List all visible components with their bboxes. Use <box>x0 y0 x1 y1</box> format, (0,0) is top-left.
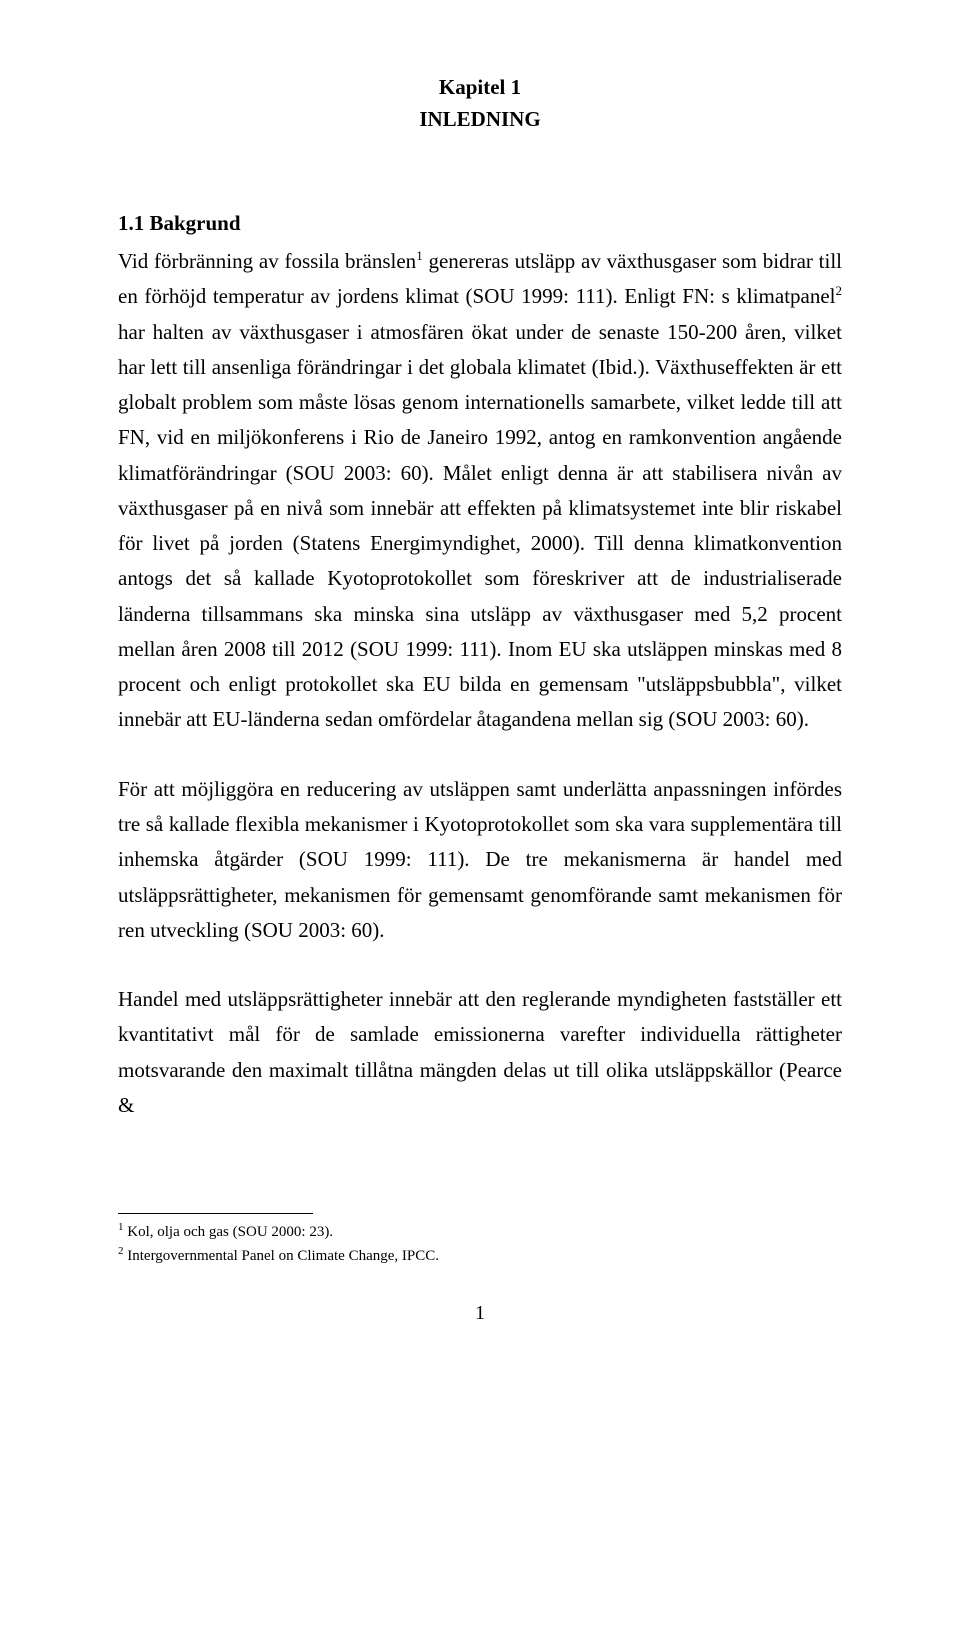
body-paragraph-3: Handel med utsläppsrättigheter innebär a… <box>118 982 842 1123</box>
footnote-ref-2: 2 <box>836 283 843 298</box>
footnote-text: Kol, olja och gas (SOU 2000: 23). <box>124 1224 334 1240</box>
footnotes-separator <box>118 1213 313 1214</box>
body-paragraph-2: För att möjliggöra en reducering av utsl… <box>118 772 842 948</box>
page-container: Kapitel 1 INLEDNING 1.1 Bakgrund Vid för… <box>0 0 960 1641</box>
chapter-label: Kapitel 1 <box>118 72 842 104</box>
footnote-1: 1 Kol, olja och gas (SOU 2000: 23). <box>118 1220 842 1244</box>
footnote-2: 2 Intergovernmental Panel on Climate Cha… <box>118 1244 842 1268</box>
body-paragraph-1: Vid förbränning av fossila bränslen1 gen… <box>118 244 842 738</box>
section-heading: 1.1 Bakgrund <box>118 211 842 236</box>
footnote-text: Intergovernmental Panel on Climate Chang… <box>124 1248 440 1264</box>
chapter-title: INLEDNING <box>118 104 842 136</box>
page-number: 1 <box>118 1302 842 1325</box>
body-text: har halten av växthusgaser i atmosfären … <box>118 320 842 732</box>
body-text: Vid förbränning av fossila bränslen <box>118 249 416 273</box>
